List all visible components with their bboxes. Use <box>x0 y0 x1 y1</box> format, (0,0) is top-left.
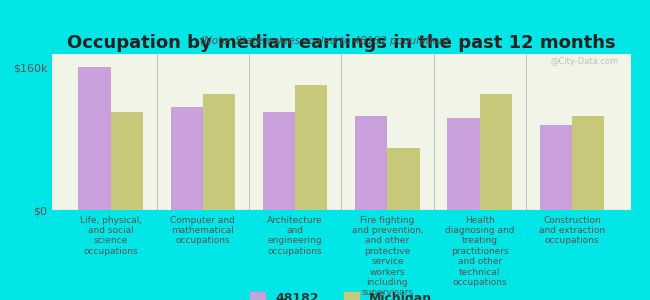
Bar <box>203 94 235 210</box>
Text: @City-Data.com: @City-Data.com <box>551 57 619 66</box>
Bar <box>170 107 203 210</box>
Bar <box>387 148 420 210</box>
Text: (Note: State values scaled to 48182 population): (Note: State values scaled to 48182 popu… <box>200 36 450 46</box>
Bar <box>295 85 328 210</box>
Title: Occupation by median earnings in the past 12 months: Occupation by median earnings in the pas… <box>67 34 616 52</box>
Legend: 48182, Michigan: 48182, Michigan <box>246 287 437 300</box>
Bar <box>355 116 387 210</box>
Bar <box>572 116 604 210</box>
Bar <box>540 125 572 210</box>
Bar <box>480 94 512 210</box>
Bar <box>263 112 295 210</box>
Bar <box>447 118 480 210</box>
Bar <box>111 112 143 210</box>
Bar <box>78 68 111 210</box>
